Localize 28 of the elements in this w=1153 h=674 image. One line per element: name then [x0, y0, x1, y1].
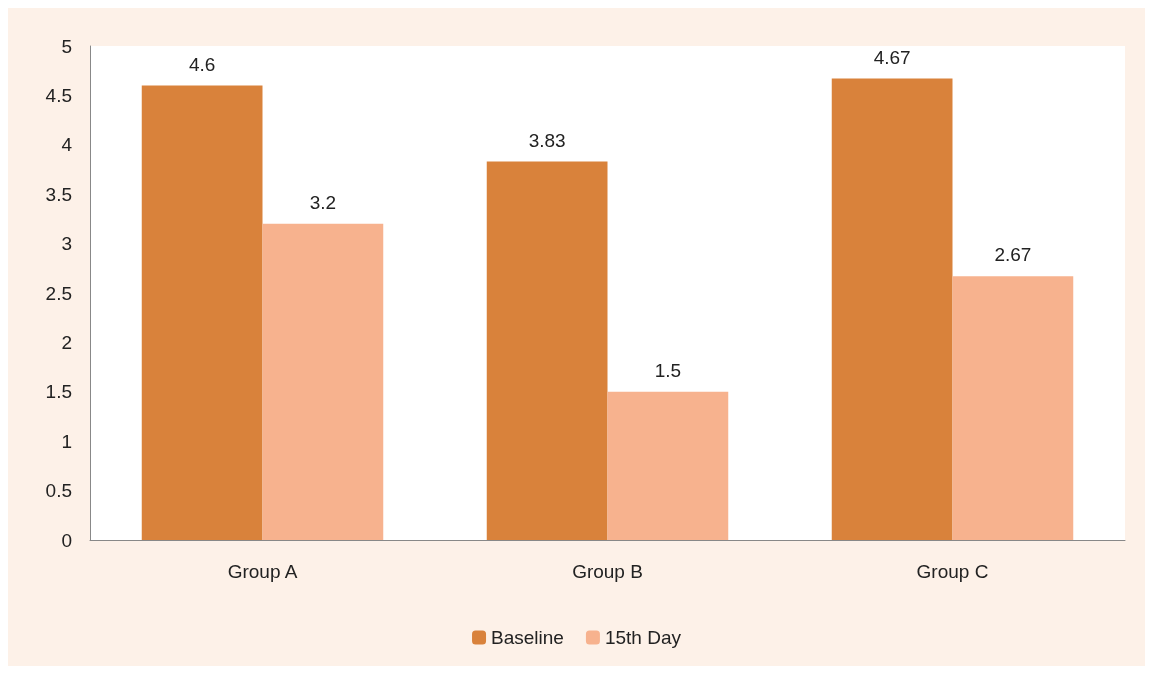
x-tick-label: Group C [916, 561, 989, 582]
data-label: 4.67 [873, 46, 911, 68]
y-tick-label: 2 [61, 331, 72, 353]
y-tick-label: 1 [61, 430, 72, 452]
x-tick-label: Group A [227, 561, 298, 582]
bar [486, 161, 608, 540]
data-label: 4.6 [188, 53, 216, 75]
bar [831, 78, 953, 540]
data-label: 3.83 [528, 129, 566, 151]
y-tick-label: 3 [61, 233, 72, 255]
data-label: 2.67 [994, 244, 1032, 266]
y-tick-label: 1.5 [45, 381, 72, 403]
y-tick-label: 0.5 [45, 480, 72, 502]
bar [952, 276, 1074, 540]
y-tick-label: 5 [61, 35, 72, 57]
y-tick-label: 3.5 [45, 183, 72, 205]
data-label: 3.2 [309, 191, 337, 213]
x-tick-label: Group B [572, 561, 643, 582]
y-tick-label: 0 [61, 529, 72, 551]
legend-label: 15th Day [604, 627, 682, 648]
y-tick-label: 4 [61, 134, 73, 156]
legend-label: Baseline [491, 627, 564, 648]
bar [262, 223, 384, 540]
bar [607, 391, 729, 540]
y-tick-label: 2.5 [45, 282, 72, 304]
data-label: 1.5 [654, 359, 682, 381]
y-tick-label: 4.5 [45, 84, 72, 106]
bar [141, 85, 263, 540]
